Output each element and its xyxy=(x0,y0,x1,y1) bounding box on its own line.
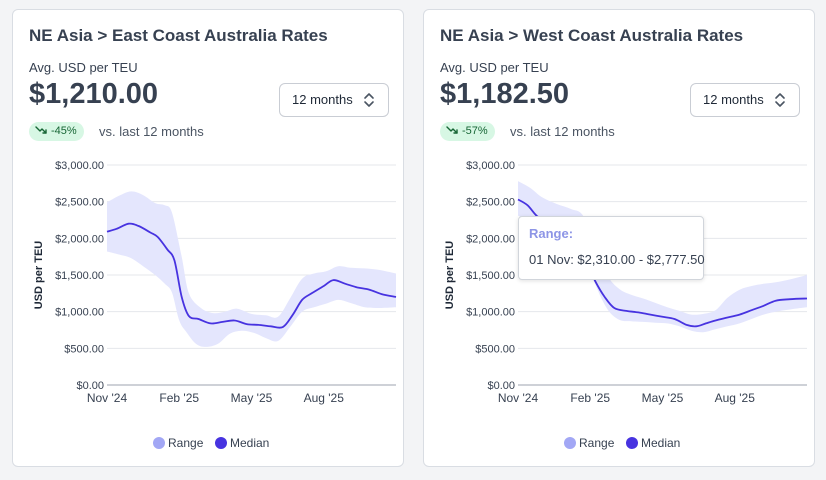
y-tick-label: $1,500.00 xyxy=(466,270,515,282)
rate-card-east-coast: NE Asia > East Coast Australia Rates Avg… xyxy=(12,9,404,467)
change-percent: -45% xyxy=(51,125,77,137)
trend-down-icon xyxy=(35,126,47,134)
period-select-value: 12 months xyxy=(292,92,353,107)
x-tick-label: Aug '25 xyxy=(304,391,345,405)
range-band xyxy=(518,181,807,333)
change-badge: -45% xyxy=(29,122,84,141)
rates-chart[interactable]: $0.00 $500.00 $1,000.00 $1,500.00 $2,000.00 $… xyxy=(13,150,403,466)
rates-chart[interactable]: $0.00 $500.00 $1,000.00 $1,500.00 $2,000.00 $… xyxy=(424,150,814,466)
x-tick-label: Feb '25 xyxy=(159,391,199,405)
card-subtitle: Avg. USD per TEU xyxy=(29,60,138,75)
change-percent: -57% xyxy=(462,125,488,137)
average-rate-value: $1,210.00 xyxy=(29,78,159,110)
rate-card-west-coast: NE Asia > West Coast Australia Rates Avg… xyxy=(423,9,815,467)
chevron-up-down-icon xyxy=(364,93,374,107)
legend-range-label: Range xyxy=(168,436,204,450)
y-tick-label: $2,000.00 xyxy=(466,233,515,245)
change-badge: -57% xyxy=(440,122,495,141)
trend-down-icon xyxy=(446,126,458,134)
x-tick-label: May '25 xyxy=(642,391,684,405)
legend-range-swatch xyxy=(153,437,165,449)
card-subtitle: Avg. USD per TEU xyxy=(440,60,549,75)
period-select[interactable]: 12 months xyxy=(279,83,389,117)
comparison-text: vs. last 12 months xyxy=(510,124,615,139)
y-tick-label: $1,000.00 xyxy=(466,307,515,319)
y-tick-label: $3,000.00 xyxy=(466,160,515,172)
legend-range-label: Range xyxy=(579,436,615,450)
card-title: NE Asia > West Coast Australia Rates xyxy=(440,26,744,45)
tooltip-text: 01 Nov: $2,310.00 - $2,777.50 xyxy=(529,252,705,267)
median-line xyxy=(106,222,397,329)
y-tick-label: $500.00 xyxy=(64,343,104,355)
y-tick-label: $2,000.00 xyxy=(55,233,104,245)
x-tick-label: Nov '24 xyxy=(498,391,539,405)
tooltip-title: Range: xyxy=(529,226,574,241)
x-tick-label: Aug '25 xyxy=(715,391,756,405)
range-band xyxy=(107,191,396,347)
y-tick-label: $2,500.00 xyxy=(55,197,104,209)
legend-median-label: Median xyxy=(641,436,680,450)
legend-range-swatch xyxy=(564,437,576,449)
x-tick-label: Feb '25 xyxy=(570,391,610,405)
legend-median-label: Median xyxy=(230,436,269,450)
y-tick-label: $1,000.00 xyxy=(55,307,104,319)
x-tick-label: May '25 xyxy=(231,391,273,405)
card-title: NE Asia > East Coast Australia Rates xyxy=(29,26,328,45)
y-axis-title: USD per TEU xyxy=(33,241,45,310)
chevron-up-down-icon xyxy=(775,93,785,107)
y-tick-label: $500.00 xyxy=(475,343,515,355)
chart-tooltip: Range: 01 Nov: $2,310.00 - $2,777.50 xyxy=(518,216,705,280)
comparison-text: vs. last 12 months xyxy=(99,124,204,139)
average-rate-value: $1,182.50 xyxy=(440,78,570,110)
y-tick-label: $0.00 xyxy=(487,380,515,392)
period-select[interactable]: 12 months xyxy=(690,83,800,117)
legend-median-swatch xyxy=(215,437,227,449)
y-tick-label: $0.00 xyxy=(76,380,104,392)
y-tick-label: $1,500.00 xyxy=(55,270,104,282)
x-tick-label: Nov '24 xyxy=(87,391,128,405)
period-select-value: 12 months xyxy=(703,92,764,107)
y-axis-title: USD per TEU xyxy=(444,241,456,310)
y-tick-label: $3,000.00 xyxy=(55,160,104,172)
y-tick-label: $2,500.00 xyxy=(466,197,515,209)
legend-median-swatch xyxy=(626,437,638,449)
